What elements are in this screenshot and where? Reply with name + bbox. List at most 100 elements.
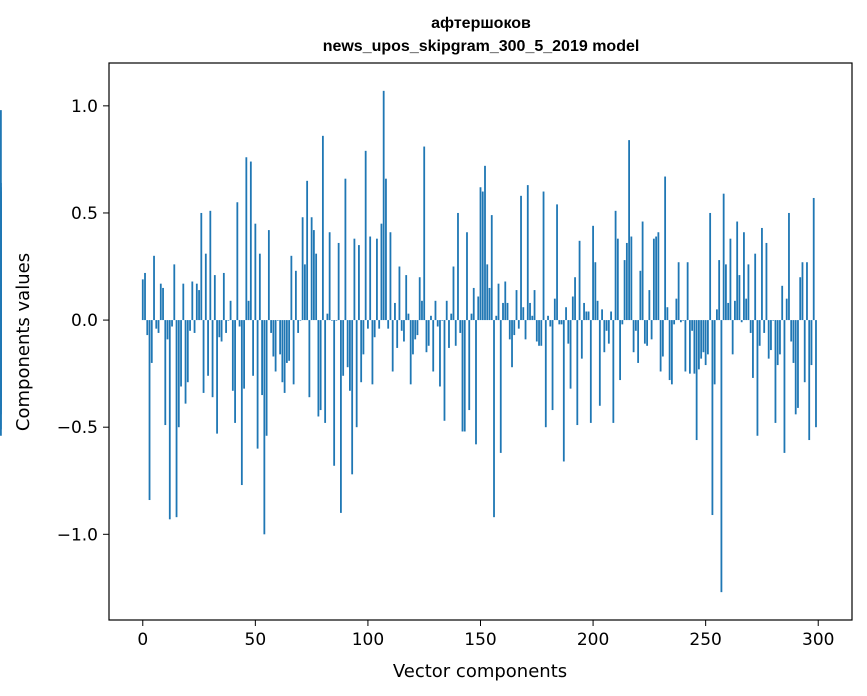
bar-139 [454,320,457,346]
bar-213 [621,320,624,325]
bar-143 [463,320,466,432]
bar-187 [562,320,565,462]
bar-80 [321,135,324,321]
bar-undefined [0,285,2,321]
bar-165 [513,320,516,336]
bar-287 [788,212,790,321]
bar-250 [704,320,707,366]
bar-252 [709,212,712,321]
bar-191 [571,296,574,321]
bar-21 [189,320,191,331]
bar-176 [538,320,540,346]
bar-290 [794,320,797,415]
bar-155 [490,215,493,321]
bar-54 [263,320,266,535]
bar-138 [452,266,455,321]
bar-68 [294,270,297,321]
bar-269 [747,264,750,321]
bar-284 [781,285,784,321]
bar-258 [722,193,725,321]
y-tick-label: −1.0 [57,525,98,545]
bar-114 [398,266,401,321]
bar-109 [387,320,390,329]
bars-group [0,90,817,593]
bar-293 [801,262,804,321]
bar-261 [729,238,732,321]
bar-8 [159,283,162,321]
bar-154 [488,287,491,321]
bar-235 [670,320,673,385]
bar-183 [553,298,556,321]
bar-47 [247,300,250,321]
bar-244 [691,320,694,331]
bar-150 [479,187,482,321]
bar-179 [544,320,547,428]
bar-83 [328,232,331,321]
bar-243 [688,320,691,374]
bar-78 [317,320,320,417]
bar-34 [218,320,221,338]
bar-136 [448,320,450,348]
bar-271 [752,320,754,378]
bar-63 [283,320,286,393]
bar-194 [578,240,581,321]
bar-174 [533,290,536,321]
bar-undefined [0,320,2,406]
bar-236 [673,320,676,325]
y-tick-label: 0.0 [71,311,98,331]
bar-190 [569,320,572,389]
bar-203 [598,320,601,406]
bar-239 [679,320,682,323]
bar-263 [734,300,736,321]
bar-79 [319,320,322,411]
bar-undefined [0,320,2,359]
bar-192 [574,277,576,321]
y-tick-label: −0.5 [57,418,98,438]
bar-127 [427,320,430,346]
bar-248 [700,320,703,359]
bar-89 [342,320,345,376]
bar-158 [497,283,500,321]
bar-93 [351,320,354,475]
bar-180 [547,315,549,321]
bar-216 [628,140,630,321]
x-tick-label: 100 [352,630,384,650]
bar-28 [204,253,207,321]
bar-198 [587,311,590,321]
bar-273 [756,320,759,436]
bar-38 [227,320,230,321]
bar-270 [749,320,752,333]
bar-254 [713,320,716,385]
bar-119 [409,320,412,385]
bar-2 [146,320,149,336]
bar-126 [425,320,428,353]
bar-65 [288,320,291,361]
bar-66 [290,255,293,321]
bar-148 [475,320,477,445]
bar-189 [567,320,570,344]
bar-228 [655,236,658,321]
bar-212 [619,320,621,381]
bar-167 [517,320,520,329]
bar-260 [727,302,730,321]
bar-251 [707,320,709,355]
bar-265 [738,275,741,321]
bar-224 [646,320,649,346]
bar-117 [405,275,408,321]
bar-257 [720,320,723,593]
bar-30 [209,210,212,321]
bar-101 [369,236,372,321]
bar-0 [141,279,144,321]
bar-285 [783,320,786,453]
bar-202 [596,300,599,321]
bar-207 [607,320,610,344]
bar-25 [198,290,200,321]
x-tick-label: 250 [689,630,721,650]
bar-193 [576,320,579,426]
bar-275 [761,227,763,321]
bar-164 [511,320,513,368]
bar-53 [261,320,263,396]
bar-214 [623,260,626,321]
bar-82 [326,313,329,321]
